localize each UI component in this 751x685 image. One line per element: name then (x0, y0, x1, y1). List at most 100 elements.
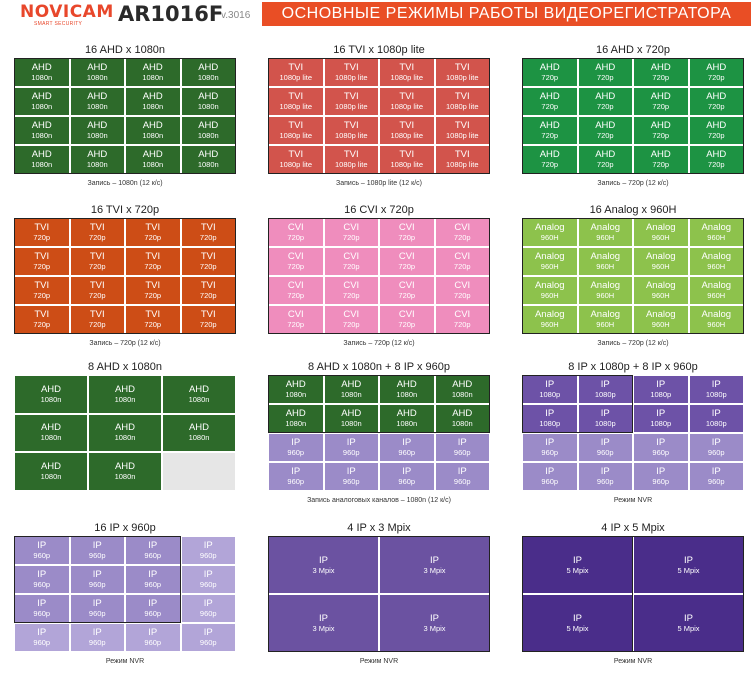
channel-resolution: 720p (652, 102, 670, 111)
channel-type: IP (37, 627, 47, 638)
channel-resolution: 720p (287, 233, 305, 242)
channel-grid: AHD 1080n AHD 1080n AHD 1080n AHD 1080n AHD 1080n… (268, 375, 490, 491)
channel-type: AHD (539, 120, 560, 131)
channel-cell: IP 3 Mpix (379, 594, 490, 652)
channel-cell: Analog 960H (522, 218, 578, 247)
channel-cell: IP 960p (125, 594, 181, 623)
channel-type: TVI (89, 309, 105, 320)
channel-resolution: 1080n (451, 390, 473, 399)
channel-resolution: 720p (596, 160, 614, 169)
channel-grid: IP 960p IP 960p IP 960p IP 960p IP 960p IP 960p IP 96… (14, 536, 236, 652)
channel-type: IP (684, 612, 693, 624)
channel-type: AHD (31, 149, 52, 160)
empty-cell (162, 452, 236, 491)
channel-type: IP (684, 554, 693, 566)
channel-cell: AHD 720p (688, 145, 744, 174)
channel-type: IP (457, 466, 467, 477)
channel-cell: IP 3 Mpix (268, 594, 379, 652)
channel-type: IP (656, 408, 666, 419)
channel-resolution: 1080n (40, 433, 62, 443)
channel-type: IP (37, 598, 47, 609)
channel-cell: TVI 720p (180, 247, 236, 276)
channel-type: TVI (343, 120, 359, 131)
channel-type: AHD (188, 383, 210, 395)
mode-caption: Режим NVR (613, 658, 653, 665)
mode-panel: 16 CVI x 720p CVI 720p CVI 720p CVI 720p CVI 720… (268, 203, 490, 353)
channel-type: IP (37, 569, 47, 580)
channel-type: Analog (645, 309, 676, 320)
channel-type: IP (346, 466, 356, 477)
channel-resolution: 960p (144, 580, 162, 589)
channel-type: IP (92, 627, 102, 638)
channel-type: Analog (645, 251, 676, 262)
channel-resolution: 720p (199, 291, 217, 300)
channel-resolution: 720p (541, 131, 559, 140)
channel-grid: TVI 720p TVI 720p TVI 720p TVI 720p TVI 720p TVI 72… (14, 218, 236, 334)
channel-cell: IP 960p (14, 565, 70, 594)
channel-resolution: 720p (707, 102, 725, 111)
header: NOVICAM SMART SECURITY AR1016F v.3016 ОС… (0, 0, 751, 28)
channel-type: AHD (285, 379, 306, 390)
novicam-logo: NOVICAM SMART SECURITY (20, 2, 114, 28)
channel-type: TVI (288, 91, 304, 102)
mode-panel: 4 IP x 5 Mpix IP 5 Mpix IP 5 Mpix IP 5 Mpix IP 5… (522, 521, 744, 671)
mode-panel: 8 AHD x 1080n + 8 IP x 960p AHD 1080n AHD 10… (268, 360, 490, 510)
channel-type: TVI (288, 120, 304, 131)
channel-type: Analog (534, 251, 565, 262)
mode-caption: Запись – 720p (12 к/с) (597, 180, 669, 187)
channel-cell: Analog 960H (688, 305, 744, 334)
channel-cell: AHD 1080n (14, 145, 70, 174)
channel-cell: IP 960p (69, 594, 125, 623)
channel-resolution: 720p (596, 131, 614, 140)
channel-type: TVI (145, 251, 161, 262)
channel-cell: IP 960p (14, 623, 70, 652)
channel-type: TVI (399, 91, 415, 102)
channel-resolution: 720p (33, 262, 51, 271)
channel-type: AHD (452, 408, 473, 419)
channel-cell: AHD 1080n (180, 58, 236, 87)
channel-cell: AHD 720p (522, 116, 578, 145)
channel-type: CVI (454, 222, 471, 233)
channel-type: IP (430, 612, 439, 624)
channel-type: IP (545, 437, 555, 448)
channel-type: AHD (595, 149, 616, 160)
channel-resolution: 960p (287, 477, 305, 486)
channel-type: AHD (452, 379, 473, 390)
channel-type: IP (319, 554, 328, 566)
channel-resolution: 1080n (31, 160, 53, 169)
logo-tagline: SMART SECURITY (34, 21, 83, 27)
channel-resolution: 1080n (31, 131, 53, 140)
channel-cell: AHD 720p (633, 116, 689, 145)
page-title-banner: ОСНОВНЫЕ РЕЖИМЫ РАБОТЫ ВИДЕОРЕГИСТРАТОРА (262, 2, 751, 26)
channel-resolution: 1080n (31, 102, 53, 111)
channel-type: AHD (650, 91, 671, 102)
channel-cell: AHD 720p (688, 87, 744, 116)
channel-resolution: 960p (33, 609, 51, 618)
channel-cell: TVI 1080p lite (379, 87, 435, 116)
channel-cell: Analog 960H (522, 276, 578, 305)
model-name: AR1016F (118, 2, 224, 26)
channel-resolution: 1080p lite (334, 131, 368, 140)
channel-type: IP (148, 540, 158, 551)
channel-type: IP (573, 612, 582, 624)
channel-cell: IP 960p (180, 536, 236, 565)
channel-type: IP (600, 379, 610, 390)
channel-resolution: 720p (33, 320, 51, 329)
channel-resolution: 1080n (285, 390, 307, 399)
channel-type: IP (291, 437, 301, 448)
channel-type: CVI (343, 222, 360, 233)
channel-resolution: 1080n (40, 394, 62, 404)
channel-resolution: 720p (199, 262, 217, 271)
channel-type: CVI (454, 251, 471, 262)
channel-cell: IP 960p (14, 536, 70, 565)
channel-type: CVI (287, 280, 304, 291)
channel-type: AHD (31, 120, 52, 131)
channel-resolution: 960p (596, 477, 614, 486)
channel-cell: AHD 720p (633, 58, 689, 87)
channel-type: TVI (343, 91, 359, 102)
channel-cell: AHD 1080n (323, 404, 379, 433)
channel-resolution: 720p (33, 233, 51, 242)
channel-type: IP (346, 437, 356, 448)
logo-text: NOVICAM (20, 2, 114, 22)
channel-cell: AHD 720p (577, 116, 633, 145)
